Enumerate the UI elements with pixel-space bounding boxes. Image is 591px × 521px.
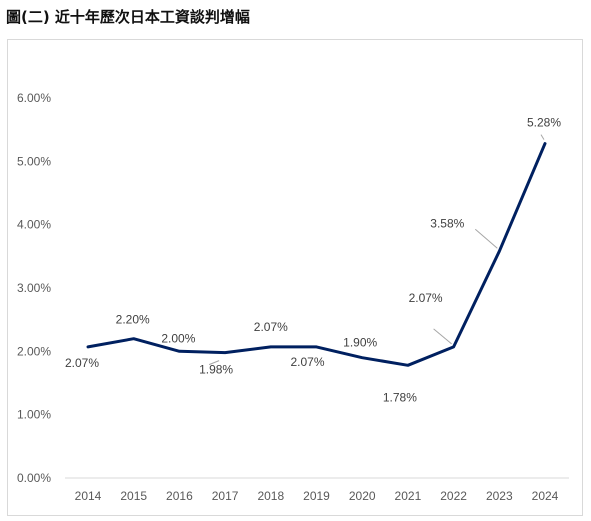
data-label: 2.07% [65,356,99,370]
x-tick-label: 2014 [75,489,102,503]
x-tick-label: 2016 [166,489,193,503]
data-label: 3.58% [430,216,464,230]
leader-line [474,228,498,249]
y-tick-label: 2.00% [17,344,51,358]
x-tick-label: 2020 [349,489,376,503]
data-label: 1.90% [343,336,377,350]
data-label: 2.07% [290,355,324,369]
x-tick-label: 2019 [303,489,330,503]
leader-line [433,328,452,345]
y-tick-label: 5.00% [17,154,51,168]
leader-line [208,360,220,366]
data-label: 2.20% [116,313,150,327]
y-tick-label: 0.00% [17,471,51,485]
figure-title: 圖(二) 近十年歷次日本工資談判增幅 [6,8,250,26]
data-label: 2.00% [161,331,195,345]
x-axis-ticks: 2014 2015 2016 2017 2018 2019 2020 2021 2022 2023… [75,489,559,503]
x-tick-label: 2021 [395,489,422,503]
data-label: 1.78% [383,390,417,404]
label-leader-lines [208,134,545,366]
y-tick-label: 6.00% [17,91,51,105]
y-axis-ticks: 0.00% 1.00% 2.00% 3.00% 4.00% 5.00% 6.00% [17,91,51,485]
x-tick-label: 2017 [212,489,239,503]
y-tick-label: 3.00% [17,281,51,295]
x-tick-label: 2023 [486,489,513,503]
data-label: 2.07% [409,291,443,305]
data-labels: 2.07% 2.20% 2.00% 1.98% 2.07% 2.07% 1.90% 1.78%… [65,116,561,405]
y-tick-label: 4.00% [17,218,51,232]
x-tick-label: 2015 [120,489,147,503]
x-tick-label: 2022 [440,489,467,503]
data-label: 5.28% [527,116,561,130]
leader-line [540,134,545,140]
data-label: 1.98% [199,363,233,377]
data-label: 2.07% [254,320,288,334]
x-tick-label: 2018 [257,489,284,503]
series-line [86,142,547,367]
y-tick-label: 1.00% [17,408,51,422]
x-tick-label: 2024 [532,489,559,503]
chart-frame [7,39,583,516]
